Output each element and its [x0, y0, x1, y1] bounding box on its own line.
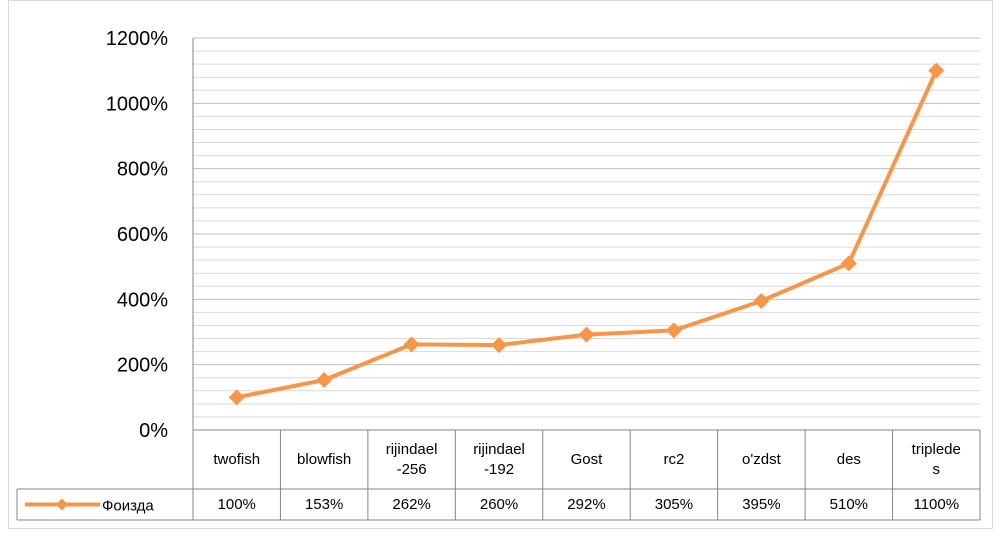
data-table-value-text: 262%: [392, 495, 431, 513]
x-tick-label: o'zdst: [718, 430, 805, 489]
data-table-value-text: 100%: [217, 495, 256, 513]
x-tick-label-text: rc2: [663, 450, 685, 468]
x-tick-label-text: tripledes: [911, 440, 961, 478]
x-tick-label: blowfish: [280, 430, 367, 489]
y-tick-label: 1200%: [106, 28, 168, 50]
data-table-value-text: 260%: [479, 495, 519, 513]
data-table-value: 305%: [630, 489, 717, 520]
data-table-value: 153%: [280, 489, 367, 520]
data-table-value-text: 395%: [742, 495, 781, 513]
y-tick-label: 1000%: [106, 93, 168, 115]
x-tick-label-text: rijindael-256: [385, 440, 438, 478]
x-tick-label-text: Gost: [570, 450, 603, 468]
x-tick-label: des: [805, 430, 892, 489]
data-table-value: 1100%: [893, 489, 980, 520]
data-table-value-text: 153%: [304, 495, 344, 513]
legend-marker: [56, 498, 68, 511]
legend-label: Фоизда: [102, 498, 154, 515]
data-table-value-text: 510%: [829, 495, 869, 513]
point-marker: [228, 389, 245, 406]
x-tick-label: twofish: [193, 430, 280, 489]
point-marker: [316, 372, 333, 389]
y-tick-label: 400%: [117, 289, 168, 311]
y-tick-label: 800%: [117, 159, 168, 181]
point-marker: [403, 336, 420, 353]
point-marker: [578, 326, 595, 343]
x-tick-label: rijindael-256: [368, 430, 455, 489]
x-tick-label-text: blowfish: [297, 450, 352, 468]
data-table-value: 262%: [368, 489, 455, 520]
data-table-value: 510%: [805, 489, 892, 520]
data-table-value: 100%: [193, 489, 280, 520]
data-table-value: 292%: [543, 489, 630, 520]
y-tick-label: 600%: [117, 224, 168, 246]
point-marker: [840, 255, 857, 272]
data-table-value-text: 1100%: [913, 495, 960, 513]
x-tick-label-text: o'zdst: [742, 450, 781, 468]
x-tick-label: tripledes: [893, 430, 980, 489]
point-marker: [753, 292, 770, 309]
x-tick-label-text: des: [836, 450, 861, 468]
x-tick-label-text: rijindael-192: [473, 440, 525, 478]
data-table-value: 260%: [455, 489, 542, 520]
y-tick-label: 200%: [117, 355, 168, 377]
x-tick-label: rijindael-192: [455, 430, 542, 489]
data-table-value: 395%: [718, 489, 805, 520]
x-tick-label: Gost: [543, 430, 630, 489]
x-tick-label-text: twofish: [213, 450, 261, 468]
y-tick-label: 0%: [139, 420, 168, 442]
point-marker: [491, 337, 508, 354]
x-tick-label: rc2: [630, 430, 717, 489]
point-marker: [928, 62, 945, 79]
data-table-value-text: 292%: [567, 495, 606, 513]
data-table-value-text: 305%: [654, 495, 694, 513]
point-marker: [665, 322, 682, 339]
chart-border: [8, 0, 993, 529]
